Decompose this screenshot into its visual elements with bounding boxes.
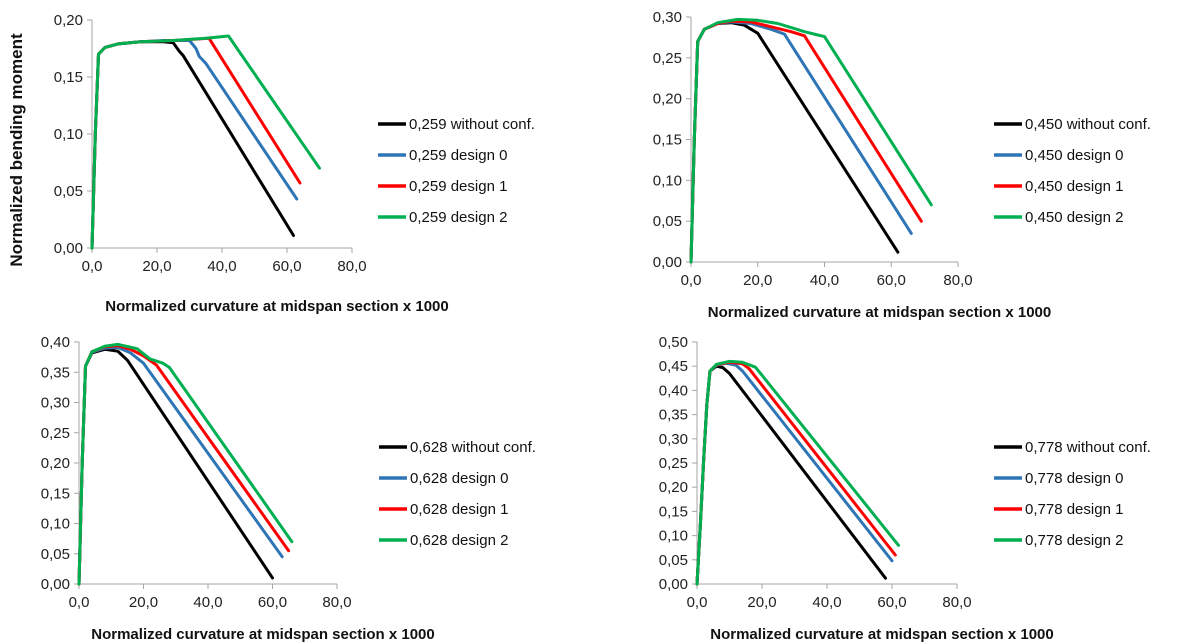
- x-tick-label: 60,0: [272, 258, 301, 275]
- series-line-design2: [695, 359, 900, 586]
- legend-label: 0,778 design 1: [1025, 501, 1123, 518]
- series-line-design1: [77, 344, 291, 586]
- y-tick-label: 0,10: [659, 528, 688, 545]
- series-line-without: [77, 347, 274, 586]
- series-line-design2: [689, 17, 933, 264]
- y-axis-title: Normalized bending moment: [7, 33, 26, 267]
- series-line-without: [695, 364, 887, 586]
- x-axis-title: Normalized curvature at midspan section …: [710, 626, 1053, 643]
- legend-label: 0,628 design 0: [410, 470, 508, 487]
- x-tick-label: 80,0: [322, 594, 351, 611]
- y-tick-label: 0,25: [653, 50, 682, 67]
- chart-2: 0,0 20,0 40,0 60,0 80,0 0,00 0,05 0,10 0,15 0,20 0…: [653, 9, 1151, 321]
- y-tick-label: 0,05: [659, 552, 688, 569]
- legend-label: 0,628 design 1: [410, 501, 508, 518]
- y-tick-label: 0,05: [41, 546, 70, 563]
- y-tick-label: 0,10: [653, 172, 682, 189]
- x-tick-label: 0,0: [69, 594, 90, 611]
- x-tick-label: 80,0: [942, 594, 971, 611]
- y-tick-label: 0,25: [659, 455, 688, 472]
- y-tick-label: 0,00: [659, 576, 688, 593]
- chart-4: 0,0 20,0 40,0 60,0 80,0 0,00 0,05 0,10 0,15 0,20 0…: [659, 334, 1151, 643]
- x-tick-label: 40,0: [812, 594, 841, 611]
- series-line-design1: [689, 19, 923, 264]
- series-line-without: [689, 21, 900, 264]
- y-tick-label: 0,10: [41, 516, 70, 533]
- legend-label: 0,778 without conf.: [1025, 439, 1151, 456]
- x-tick-label: 20,0: [747, 594, 776, 611]
- series-line-design1: [90, 36, 302, 250]
- legend-label: 0,450 without conf.: [1025, 116, 1151, 133]
- y-tick-label: 0,40: [659, 382, 688, 399]
- y-tick-label: 0,05: [54, 183, 83, 200]
- y-tick-label: 0,00: [54, 240, 83, 257]
- y-tick-label: 0,20: [54, 12, 83, 29]
- x-tick-label: 0,0: [82, 258, 103, 275]
- legend-label: 0,778 design 0: [1025, 470, 1123, 487]
- legend-label: 0,259 design 0: [409, 147, 507, 164]
- y-tick-label: 0,30: [41, 395, 70, 412]
- y-tick-label: 0,00: [653, 254, 682, 271]
- x-tick-label: 80,0: [337, 258, 366, 275]
- x-axis-title: Normalized curvature at midspan section …: [105, 298, 448, 315]
- series-line-design2: [90, 34, 321, 250]
- y-tick-label: 0,00: [41, 576, 70, 593]
- x-tick-label: 0,0: [687, 594, 708, 611]
- legend-label: 0,450 design 2: [1025, 209, 1123, 226]
- y-tick-label: 0,30: [653, 9, 682, 26]
- x-tick-label: 80,0: [943, 272, 972, 289]
- legend-label: 0,259 design 1: [409, 178, 507, 195]
- legend-label: 0,450 design 1: [1025, 178, 1123, 195]
- x-tick-label: 40,0: [207, 258, 236, 275]
- x-tick-label: 60,0: [258, 594, 287, 611]
- y-tick-label: 0,20: [659, 479, 688, 496]
- x-axis-title: Normalized curvature at midspan section …: [708, 304, 1051, 321]
- x-tick-label: 60,0: [877, 594, 906, 611]
- y-tick-label: 0,40: [41, 334, 70, 351]
- x-tick-label: 20,0: [743, 272, 772, 289]
- chart-1: 0,0 20,0 40,0 60,0 80,0 0,00 0,05 0,10 0,15 0,20 N…: [7, 12, 535, 315]
- x-tick-label: 0,0: [681, 272, 702, 289]
- y-tick-label: 0,20: [653, 91, 682, 108]
- y-tick-label: 0,05: [653, 213, 682, 230]
- y-tick-label: 0,15: [54, 69, 83, 86]
- legend-label: 0,628 without conf.: [410, 439, 536, 456]
- series-line-design2: [77, 342, 294, 586]
- x-tick-label: 40,0: [193, 594, 222, 611]
- series-line-design0: [695, 361, 894, 586]
- y-tick-label: 0,10: [54, 126, 83, 143]
- y-tick-label: 0,35: [41, 364, 70, 381]
- x-tick-label: 20,0: [142, 258, 171, 275]
- y-tick-label: 0,50: [659, 334, 688, 351]
- y-tick-label: 0,15: [41, 485, 70, 502]
- x-tick-label: 60,0: [877, 272, 906, 289]
- y-tick-label: 0,20: [41, 455, 70, 472]
- legend-label: 0,450 design 0: [1025, 147, 1123, 164]
- x-axis-title: Normalized curvature at midspan section …: [91, 626, 434, 643]
- y-tick-label: 0,15: [653, 132, 682, 149]
- y-tick-label: 0,45: [659, 358, 688, 375]
- x-tick-label: 40,0: [810, 272, 839, 289]
- series-line-without: [90, 40, 295, 250]
- legend-label: 0,259 design 2: [409, 209, 507, 226]
- series-line-design0: [689, 20, 913, 264]
- y-tick-label: 0,25: [41, 425, 70, 442]
- y-tick-label: 0,15: [659, 503, 688, 520]
- legend-label: 0,778 design 2: [1025, 532, 1123, 549]
- y-tick-label: 0,35: [659, 407, 688, 424]
- legend-label: 0,628 design 2: [410, 532, 508, 549]
- legend-label: 0,259 without conf.: [409, 116, 535, 133]
- x-tick-label: 20,0: [129, 594, 158, 611]
- chart-3: 0,0 20,0 40,0 60,0 80,0 0,00 0,05 0,10 0,15 0,20 0…: [41, 334, 536, 643]
- y-tick-label: 0,30: [659, 431, 688, 448]
